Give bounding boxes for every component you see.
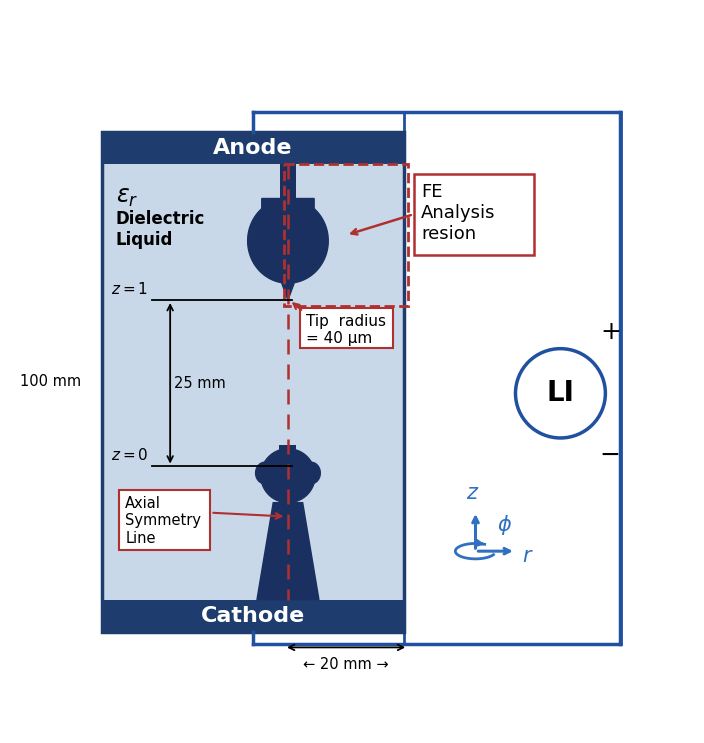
Bar [404, 112, 621, 643]
Polygon shape [260, 449, 315, 503]
Polygon shape [248, 198, 328, 283]
Bar [300, 308, 393, 348]
Bar [102, 600, 404, 632]
Bar [284, 164, 408, 306]
Polygon shape [257, 503, 319, 600]
Bar [102, 164, 404, 600]
Bar [102, 132, 404, 632]
Text: Tip  radius
= 40 μm: Tip radius = 40 μm [306, 314, 386, 346]
Bar [119, 490, 210, 550]
Text: 100 mm: 100 mm [20, 374, 81, 389]
Text: $z = 1$: $z = 1$ [111, 281, 149, 297]
Bar [102, 132, 404, 164]
Polygon shape [256, 462, 274, 484]
Text: ← 20 mm →: ← 20 mm → [303, 657, 389, 672]
Polygon shape [282, 283, 294, 300]
Text: +: + [600, 319, 621, 344]
Text: −: − [600, 443, 621, 467]
Text: Cathode: Cathode [201, 606, 306, 626]
Text: Anode: Anode [213, 137, 293, 158]
Bar [279, 445, 296, 507]
Text: LI: LI [546, 380, 574, 407]
Text: $r$: $r$ [522, 546, 534, 565]
Bar [280, 164, 296, 204]
Polygon shape [302, 462, 320, 484]
Circle shape [515, 348, 605, 438]
Polygon shape [262, 198, 314, 215]
Text: $\varepsilon_r$: $\varepsilon_r$ [116, 186, 138, 210]
Bar [413, 174, 534, 255]
Text: $z$: $z$ [466, 484, 479, 504]
Text: FE
Analysis
resion: FE Analysis resion [421, 183, 496, 243]
Text: $z = 0$: $z = 0$ [111, 447, 149, 464]
Text: Axial
Symmetry
Line: Axial Symmetry Line [125, 496, 201, 545]
Text: 25 mm: 25 mm [174, 376, 226, 391]
Text: Dielectric
Liquid: Dielectric Liquid [116, 210, 206, 249]
Text: $\phi$: $\phi$ [497, 513, 513, 537]
